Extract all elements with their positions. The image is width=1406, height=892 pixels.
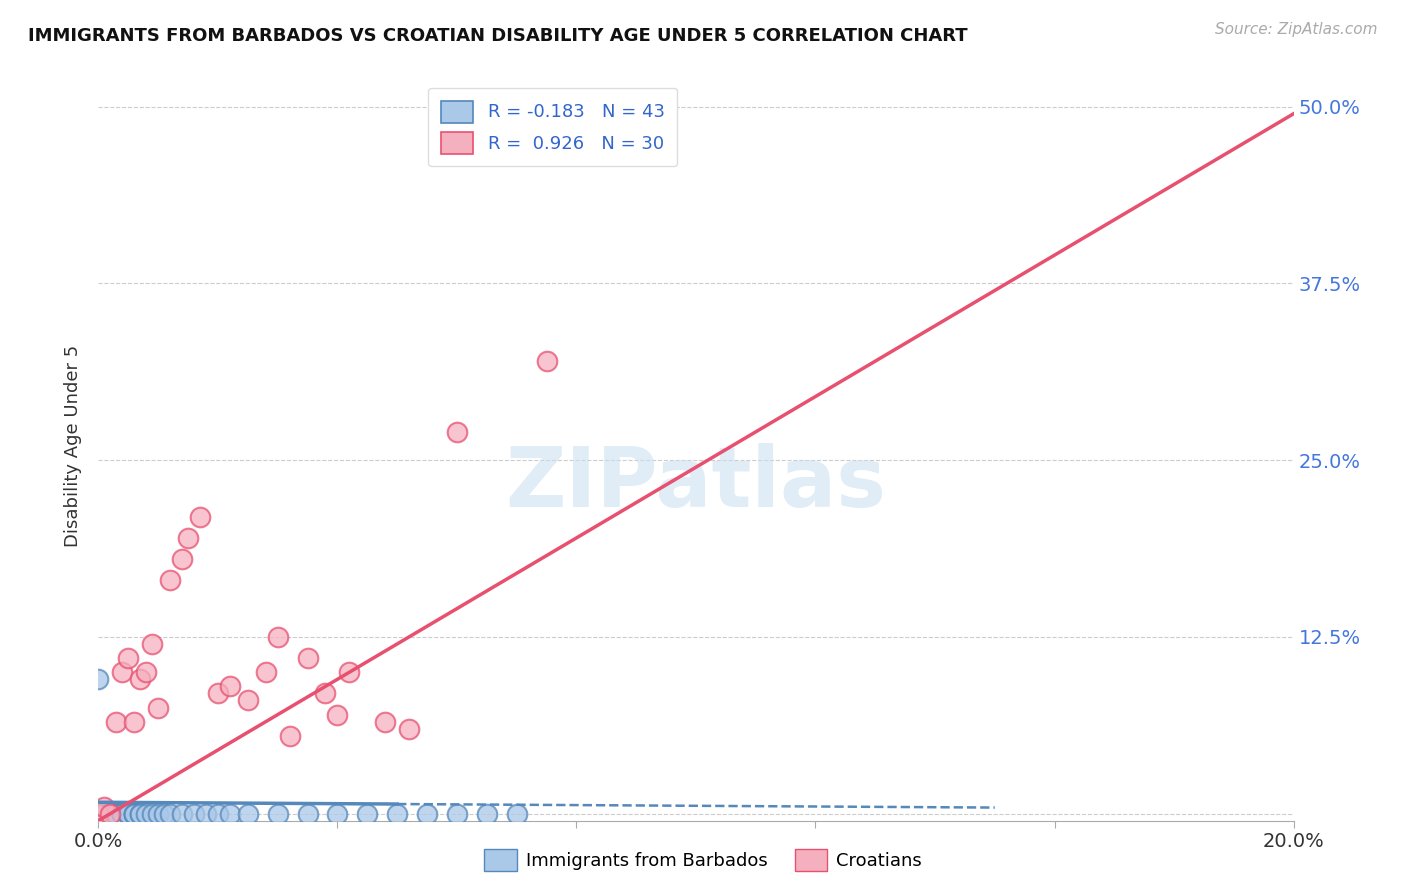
Point: [297, 651, 319, 665]
Point: [111, 806, 134, 821]
Point: [129, 806, 152, 821]
Point: [172, 552, 194, 566]
Point: [124, 806, 146, 821]
Point: [326, 806, 349, 821]
Point: [141, 806, 163, 821]
Point: [385, 806, 409, 821]
Point: [326, 707, 349, 722]
Point: [93, 806, 115, 821]
Point: [117, 806, 139, 821]
Point: [374, 714, 396, 729]
Point: [105, 714, 128, 729]
Point: [159, 806, 181, 821]
Point: [398, 722, 420, 736]
Y-axis label: Disability Age Under 5: Disability Age Under 5: [63, 345, 82, 547]
Point: [129, 806, 152, 821]
Text: ZIPatlas: ZIPatlas: [506, 443, 886, 524]
Point: [93, 806, 115, 821]
Legend: Immigrants from Barbados, Croatians: Immigrants from Barbados, Croatians: [477, 842, 929, 879]
Point: [236, 806, 259, 821]
Point: [105, 806, 128, 821]
Point: [207, 686, 229, 700]
Point: [536, 354, 558, 368]
Point: [159, 574, 181, 588]
Point: [111, 806, 134, 821]
Point: [93, 799, 115, 814]
Point: [105, 806, 128, 821]
Point: [236, 693, 259, 707]
Point: [124, 806, 146, 821]
Legend: R = -0.183   N = 43, R =  0.926   N = 30: R = -0.183 N = 43, R = 0.926 N = 30: [427, 88, 678, 166]
Point: [98, 806, 122, 821]
Point: [278, 729, 301, 743]
Point: [267, 630, 290, 644]
Point: [129, 673, 152, 687]
Point: [124, 714, 146, 729]
Point: [177, 531, 200, 545]
Point: [98, 806, 122, 821]
Point: [153, 806, 176, 821]
Point: [219, 806, 242, 821]
Point: [506, 806, 529, 821]
Point: [87, 806, 110, 821]
Point: [172, 806, 194, 821]
Point: [105, 806, 128, 821]
Point: [98, 806, 122, 821]
Text: IMMIGRANTS FROM BARBADOS VS CROATIAN DISABILITY AGE UNDER 5 CORRELATION CHART: IMMIGRANTS FROM BARBADOS VS CROATIAN DIS…: [28, 27, 967, 45]
Point: [98, 806, 122, 821]
Point: [267, 806, 290, 821]
Point: [183, 806, 205, 821]
Point: [105, 806, 128, 821]
Point: [356, 806, 378, 821]
Text: Source: ZipAtlas.com: Source: ZipAtlas.com: [1215, 22, 1378, 37]
Point: [93, 806, 115, 821]
Point: [141, 637, 163, 651]
Point: [297, 806, 319, 821]
Point: [135, 806, 157, 821]
Point: [339, 665, 361, 680]
Point: [117, 806, 139, 821]
Point: [207, 806, 229, 821]
Point: [135, 665, 157, 680]
Point: [446, 425, 468, 439]
Point: [148, 700, 170, 714]
Point: [315, 686, 337, 700]
Point: [475, 806, 498, 821]
Point: [117, 806, 139, 821]
Point: [188, 509, 211, 524]
Point: [254, 665, 277, 680]
Point: [655, 142, 678, 156]
Point: [416, 806, 439, 821]
Point: [111, 806, 134, 821]
Point: [87, 806, 110, 821]
Point: [87, 673, 110, 687]
Point: [111, 665, 134, 680]
Point: [148, 806, 170, 821]
Point: [124, 806, 146, 821]
Point: [446, 806, 468, 821]
Point: [219, 679, 242, 693]
Point: [117, 651, 139, 665]
Point: [195, 806, 218, 821]
